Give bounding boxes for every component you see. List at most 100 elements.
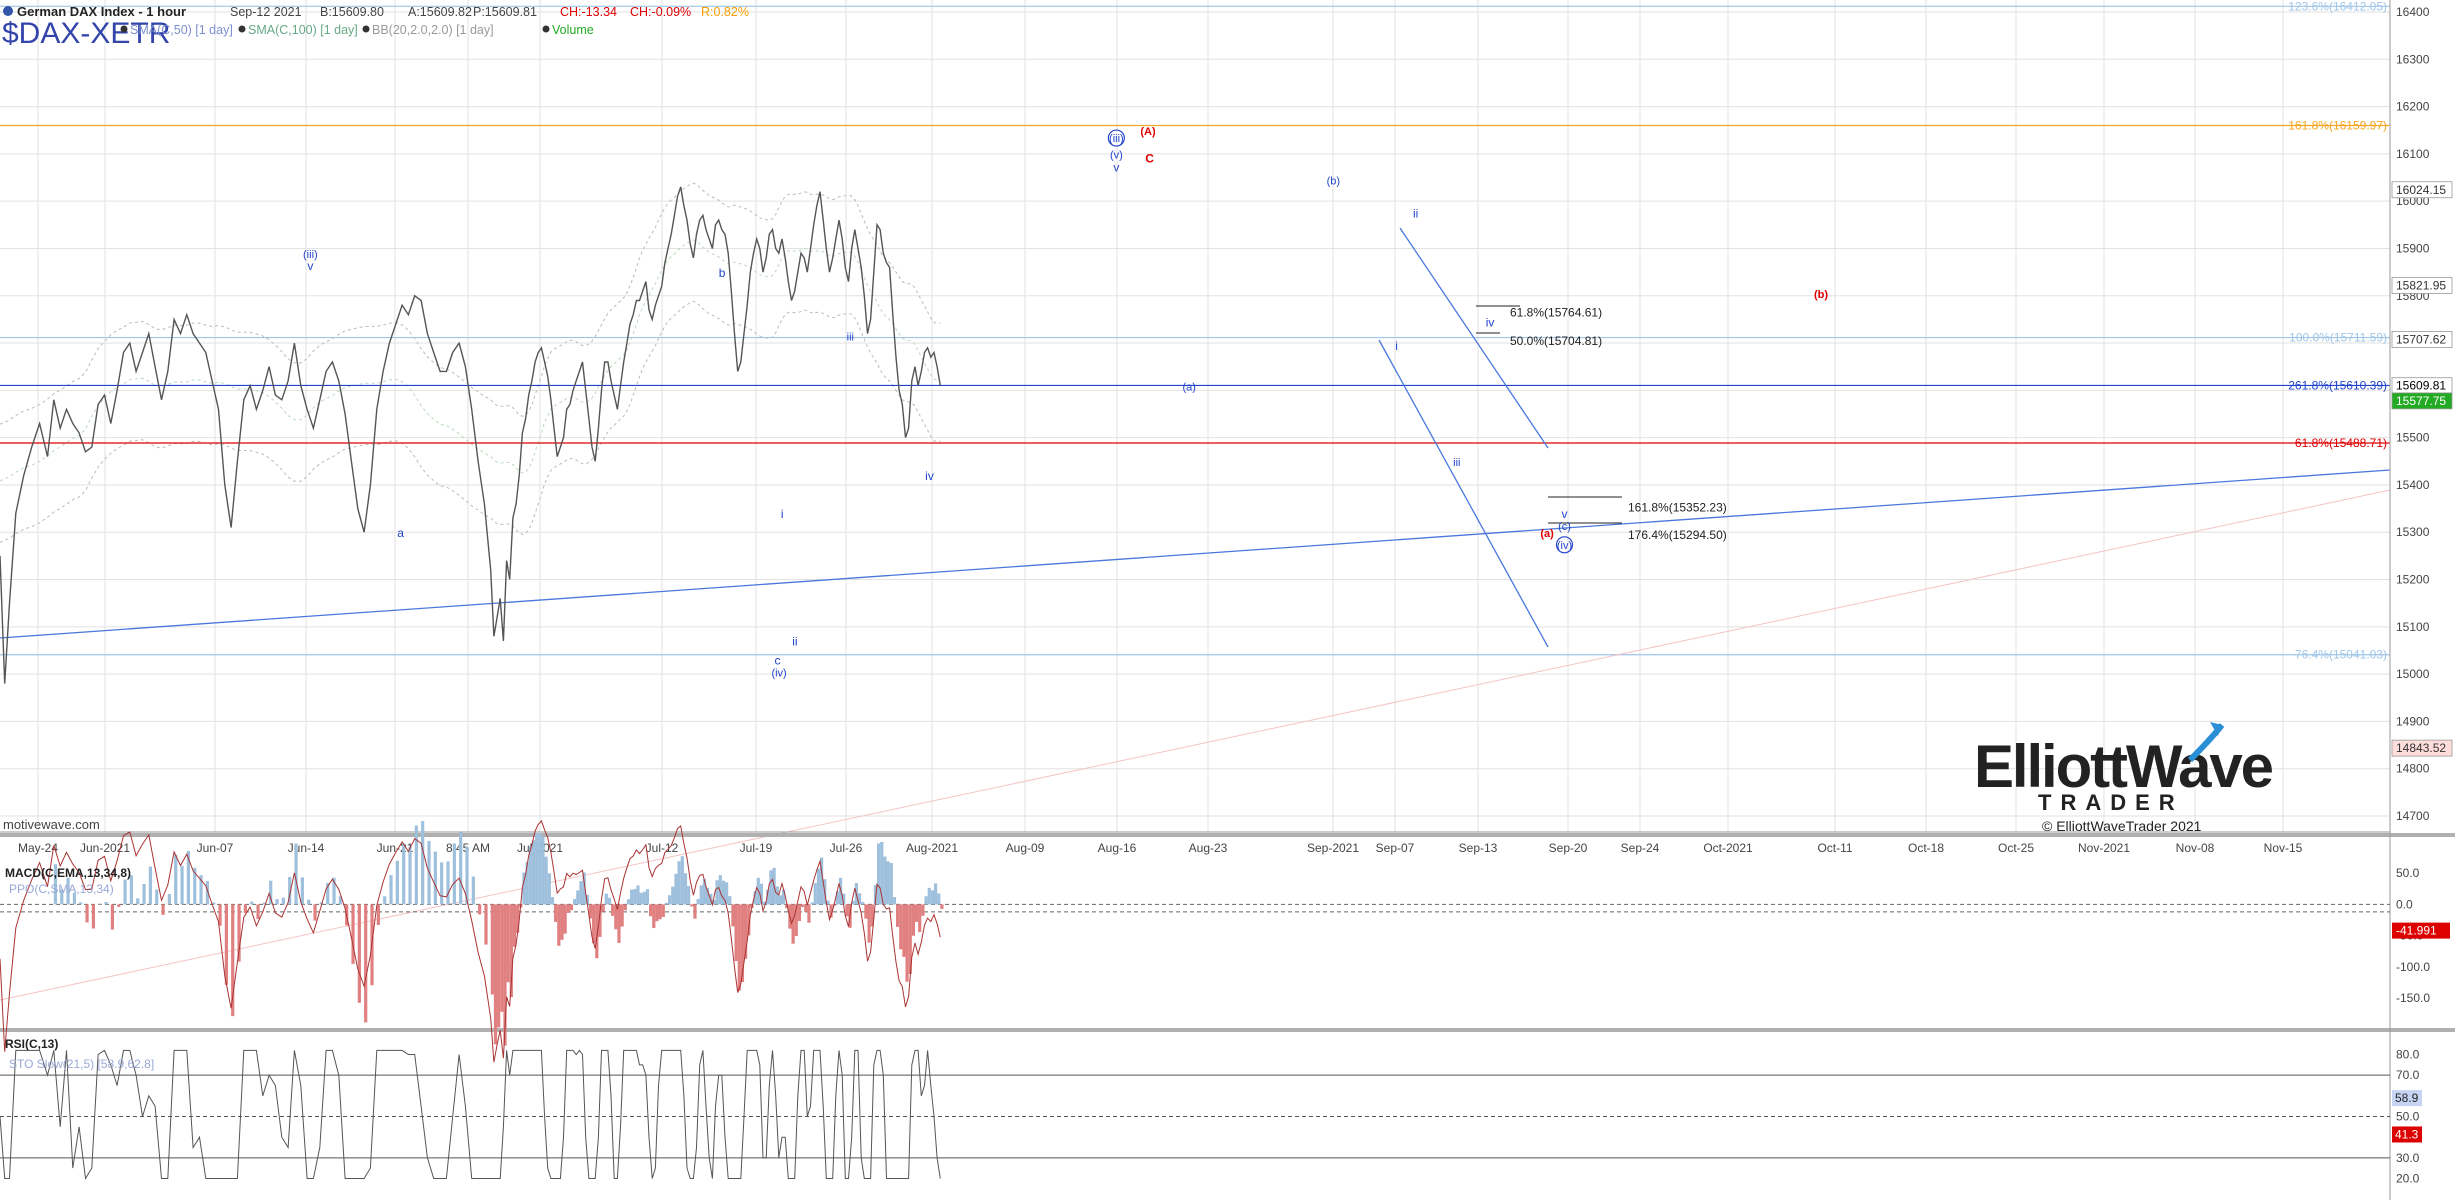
wave-label-circle bbox=[1107, 129, 1125, 147]
fib-levels: 123.6%(16412.05) 161.8%(16159.97) 100.0%(1… bbox=[0, 0, 2390, 662]
macd-bar bbox=[509, 904, 513, 998]
y-tick-label: 16100 bbox=[2396, 147, 2430, 161]
fib-label: 261.8%(15610.39) bbox=[2288, 378, 2387, 392]
macd-title: MACD(C,EMA,13,34,8) bbox=[5, 866, 131, 880]
indicator-label[interactable]: BB(20,2.0,2.0) [1 day] bbox=[372, 23, 494, 37]
price-tag-box bbox=[2391, 181, 2453, 199]
indicator-label[interactable]: SMA(C,100) [1 day] bbox=[248, 23, 358, 37]
header-range: R:0.82% bbox=[701, 5, 749, 19]
macd-bar bbox=[791, 904, 795, 944]
logo-arrow-icon bbox=[2210, 722, 2222, 736]
x-tick-label: Aug-23 bbox=[1189, 841, 1228, 855]
macd-bar bbox=[870, 904, 874, 927]
macd-bar bbox=[573, 898, 577, 905]
macd-bar bbox=[759, 883, 764, 905]
macd-bar bbox=[937, 893, 941, 905]
macd-bar bbox=[231, 904, 235, 1017]
macd-bar bbox=[800, 904, 805, 907]
price-tag-box bbox=[2391, 739, 2453, 757]
macd-bar bbox=[294, 843, 298, 905]
macd-bar bbox=[895, 904, 900, 927]
band-line bbox=[0, 239, 941, 482]
macd-bar bbox=[744, 904, 748, 959]
macd-bar bbox=[446, 861, 450, 905]
x-tick-label: Sep-24 bbox=[1621, 841, 1660, 855]
wave-label: (iv) bbox=[1557, 540, 1572, 552]
macd-bar bbox=[142, 883, 146, 905]
macd-bar bbox=[782, 889, 786, 905]
gear-icon[interactable] bbox=[238, 25, 246, 33]
y-tick-label: 14800 bbox=[2396, 762, 2430, 776]
red-channel-line bbox=[0, 489, 2391, 1001]
trendlines bbox=[0, 227, 2391, 1001]
indicator-label[interactable]: Volume bbox=[552, 23, 594, 37]
y-tick-label: 14900 bbox=[2396, 714, 2430, 728]
x-tick-label: Aug-16 bbox=[1098, 841, 1137, 855]
price-tag-label: 15609.81 bbox=[2396, 379, 2446, 393]
rsi-value-tag bbox=[2392, 1090, 2422, 1107]
macd-bar bbox=[731, 904, 735, 927]
macd-bar bbox=[927, 887, 931, 905]
macd-bar bbox=[506, 904, 510, 983]
macd-bar bbox=[478, 904, 482, 915]
rsi-y-tick: 30.0 bbox=[2396, 1151, 2420, 1165]
wave-label: (iii) bbox=[1109, 133, 1124, 145]
macd-bar bbox=[541, 836, 545, 905]
macd-bar bbox=[433, 851, 437, 905]
macd-bar bbox=[588, 904, 593, 919]
wave-label: v bbox=[307, 259, 313, 273]
header-price: P:15609.81 bbox=[473, 5, 537, 19]
rsi-subtitle: STO Slow(21,5) [58.9,62.8] bbox=[9, 1057, 154, 1071]
macd-bar bbox=[845, 904, 849, 917]
macd-bar bbox=[313, 904, 317, 921]
indicator-label[interactable]: SMA(C,50) [1 day] bbox=[130, 23, 233, 37]
gear-icon[interactable] bbox=[542, 25, 550, 33]
macd-bar bbox=[693, 904, 697, 919]
macd-bar bbox=[300, 877, 304, 905]
macd-bar bbox=[829, 904, 833, 918]
macd-bar bbox=[395, 860, 399, 905]
wave-label: (iii) bbox=[303, 249, 318, 261]
macd-y-tick: 0.0 bbox=[2396, 897, 2413, 911]
macd-bar bbox=[585, 894, 589, 905]
price-tag-label: 15707.62 bbox=[2396, 332, 2446, 346]
x-tick-label: Oct-18 bbox=[1908, 841, 1944, 855]
macd-value-label: -41.991 bbox=[2396, 924, 2437, 938]
rsi-y-tick: 80.0 bbox=[2396, 1048, 2420, 1062]
macd-bar bbox=[763, 901, 767, 905]
macd-bar bbox=[652, 904, 656, 929]
macd-bar bbox=[905, 904, 909, 982]
gear-icon[interactable] bbox=[120, 25, 128, 33]
logo-text-line2: TRADER bbox=[2038, 790, 2184, 815]
macd-bar bbox=[174, 854, 178, 905]
macd-bar bbox=[649, 904, 653, 917]
x-tick-label: Oct-2021 bbox=[1703, 841, 1753, 855]
macd-bar bbox=[734, 904, 738, 962]
macd-bar bbox=[155, 889, 159, 905]
macd-bar bbox=[867, 904, 871, 943]
macd-bar bbox=[516, 904, 520, 933]
x-tick-label: Jun-2021 bbox=[80, 841, 130, 855]
macd-bar bbox=[914, 904, 919, 922]
x-tick-label: Nov-2021 bbox=[2078, 841, 2130, 855]
bollinger-bands bbox=[0, 182, 941, 543]
macd-bar bbox=[550, 897, 555, 905]
indicator-legend[interactable]: SMA(C,50) [1 day] SMA(C,100) [1 day] BB(20… bbox=[120, 23, 594, 37]
macd-bar bbox=[547, 873, 551, 905]
macd-bar bbox=[658, 904, 662, 920]
macd-bar bbox=[696, 898, 700, 905]
macd-bar bbox=[810, 902, 814, 905]
x-tick-label: Sep-13 bbox=[1459, 841, 1498, 855]
macd-bar bbox=[186, 850, 190, 905]
x-tick-label: Jul-12 bbox=[646, 841, 679, 855]
macd-bar bbox=[288, 876, 292, 905]
macd-bar bbox=[569, 904, 574, 911]
macd-bar bbox=[525, 862, 529, 905]
x-tick-label: Nov-08 bbox=[2176, 841, 2215, 855]
gear-icon[interactable] bbox=[362, 25, 370, 33]
y-tick-label: 16400 bbox=[2396, 5, 2430, 19]
macd-bar bbox=[924, 896, 928, 905]
macd-bar bbox=[60, 889, 64, 905]
macd-bar bbox=[753, 891, 757, 905]
watermark: motivewave.com bbox=[3, 817, 100, 832]
